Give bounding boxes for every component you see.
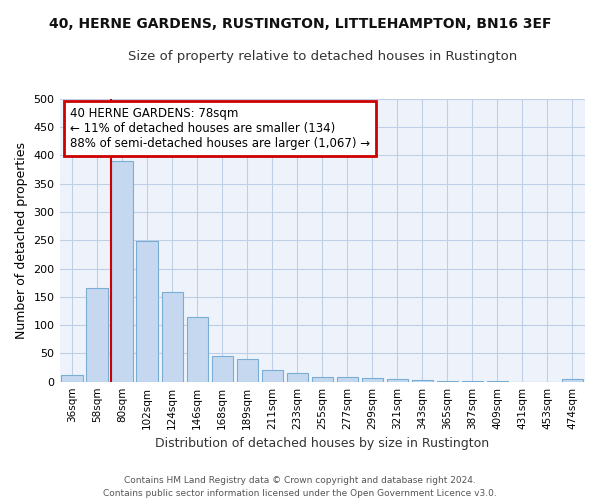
Bar [287, 372, 308, 382]
Bar [562, 380, 583, 382]
Bar [61, 375, 83, 382]
Bar [487, 381, 508, 382]
Title: Size of property relative to detached houses in Rustington: Size of property relative to detached ho… [128, 50, 517, 63]
Bar [136, 242, 158, 382]
Text: 40, HERNE GARDENS, RUSTINGTON, LITTLEHAMPTON, BN16 3EF: 40, HERNE GARDENS, RUSTINGTON, LITTLEHAM… [49, 18, 551, 32]
X-axis label: Distribution of detached houses by size in Rustington: Distribution of detached houses by size … [155, 437, 490, 450]
Bar [212, 356, 233, 382]
Bar [112, 161, 133, 382]
Bar [161, 292, 183, 382]
Bar [362, 378, 383, 382]
Bar [437, 380, 458, 382]
Bar [187, 317, 208, 382]
Bar [311, 376, 333, 382]
Bar [412, 380, 433, 382]
Bar [337, 377, 358, 382]
Bar [236, 359, 258, 382]
Text: Contains HM Land Registry data © Crown copyright and database right 2024.
Contai: Contains HM Land Registry data © Crown c… [103, 476, 497, 498]
Bar [387, 380, 408, 382]
Y-axis label: Number of detached properties: Number of detached properties [15, 142, 28, 339]
Text: 40 HERNE GARDENS: 78sqm
← 11% of detached houses are smaller (134)
88% of semi-d: 40 HERNE GARDENS: 78sqm ← 11% of detache… [70, 108, 370, 150]
Bar [462, 381, 483, 382]
Bar [86, 288, 108, 382]
Bar [262, 370, 283, 382]
